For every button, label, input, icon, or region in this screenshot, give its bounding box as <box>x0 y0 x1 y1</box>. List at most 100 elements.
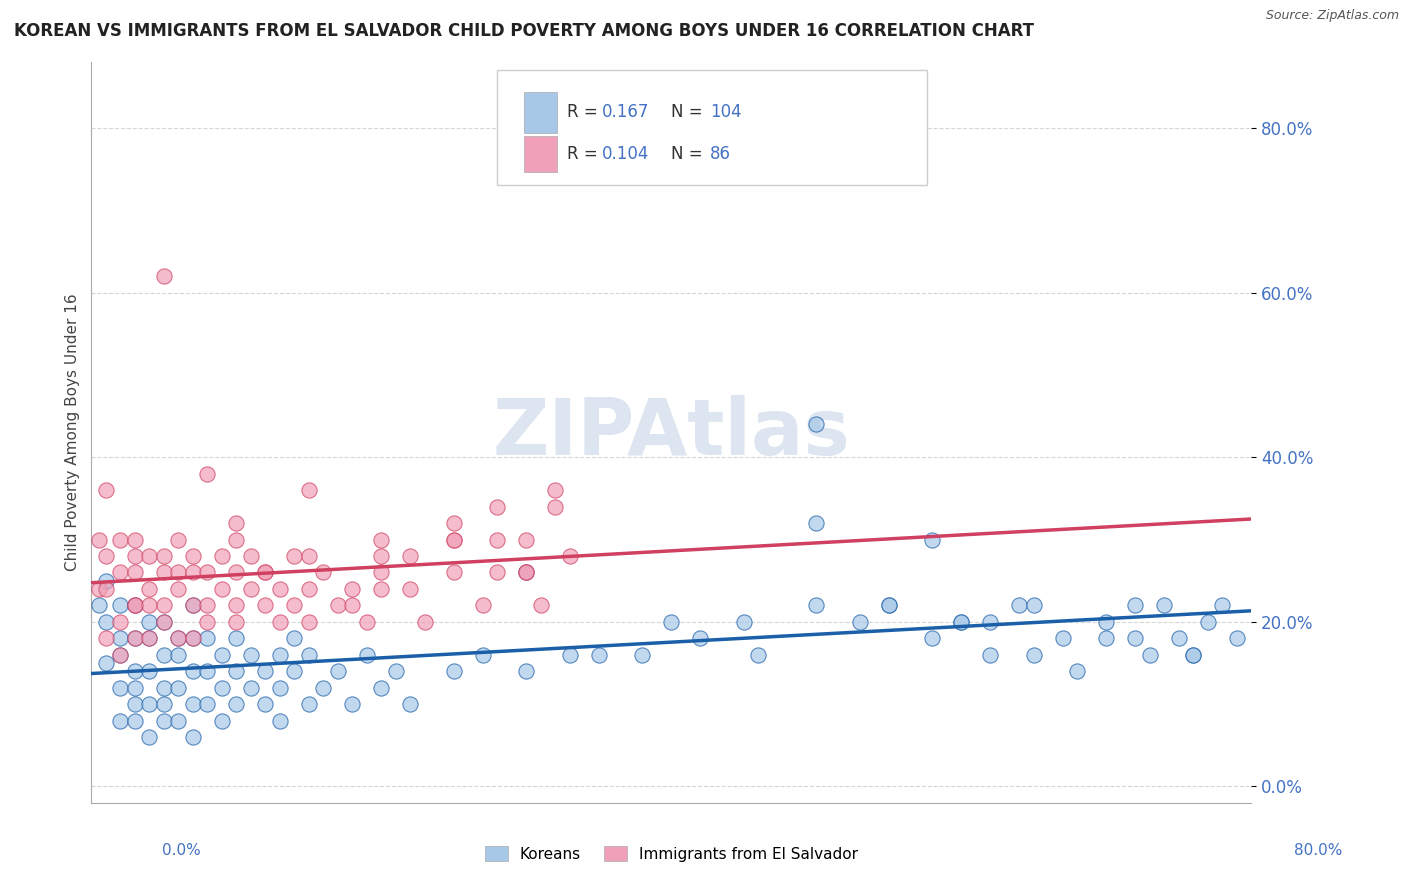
Point <box>195 632 219 646</box>
Point <box>283 549 305 563</box>
Point <box>110 615 132 629</box>
Point <box>110 714 132 728</box>
Point <box>94 582 117 596</box>
Point <box>399 697 422 711</box>
Text: 104: 104 <box>710 103 741 121</box>
Point <box>1167 632 1189 646</box>
Point <box>211 681 233 695</box>
Point <box>1066 664 1088 678</box>
Point <box>239 681 262 695</box>
Point <box>370 533 392 547</box>
Point <box>181 632 204 646</box>
Point <box>877 599 900 613</box>
Point <box>326 599 349 613</box>
Point <box>167 648 190 662</box>
Point <box>239 549 262 563</box>
Point <box>877 599 900 613</box>
Point <box>443 516 465 530</box>
Point <box>211 582 233 596</box>
FancyBboxPatch shape <box>524 136 557 172</box>
Point <box>195 599 219 613</box>
Y-axis label: Child Poverty Among Boys Under 16: Child Poverty Among Boys Under 16 <box>65 293 80 572</box>
Point <box>254 599 277 613</box>
Point <box>211 714 233 728</box>
Point <box>979 648 1001 662</box>
Point <box>1123 599 1146 613</box>
Point <box>94 656 117 670</box>
Point <box>138 582 160 596</box>
Point <box>515 566 537 580</box>
Point <box>558 549 581 563</box>
Text: ZIPAtlas: ZIPAtlas <box>492 394 851 471</box>
Point <box>138 632 160 646</box>
Point <box>110 632 132 646</box>
Text: N =: N = <box>671 145 709 162</box>
Point <box>1095 615 1118 629</box>
Point <box>195 697 219 711</box>
Point <box>225 516 247 530</box>
Point <box>921 533 943 547</box>
Point <box>544 500 567 514</box>
Point <box>138 664 160 678</box>
Point <box>471 648 494 662</box>
Point <box>515 664 537 678</box>
Point <box>806 417 828 432</box>
Point <box>733 615 755 629</box>
Point <box>283 632 305 646</box>
Point <box>356 648 378 662</box>
Point <box>530 599 553 613</box>
Point <box>298 648 321 662</box>
Point <box>124 681 146 695</box>
Text: R =: R = <box>567 145 603 162</box>
Point <box>342 697 364 711</box>
Point <box>370 549 392 563</box>
Point <box>689 632 711 646</box>
Point <box>1197 615 1219 629</box>
Point <box>370 681 392 695</box>
Point <box>254 697 277 711</box>
Point <box>298 615 321 629</box>
Point <box>515 566 537 580</box>
Text: Source: ZipAtlas.com: Source: ZipAtlas.com <box>1265 9 1399 22</box>
Point <box>342 599 364 613</box>
Point <box>138 730 160 744</box>
Point <box>385 664 408 678</box>
Point <box>124 549 146 563</box>
Point <box>138 615 160 629</box>
Point <box>849 615 872 629</box>
Text: R =: R = <box>567 103 603 121</box>
Point <box>1123 632 1146 646</box>
Point <box>181 664 204 678</box>
Point <box>370 582 392 596</box>
Point <box>124 599 146 613</box>
Point <box>94 574 117 588</box>
Point <box>138 549 160 563</box>
Point <box>211 648 233 662</box>
Point <box>486 533 509 547</box>
Point <box>1095 632 1118 646</box>
Point <box>167 632 190 646</box>
Point <box>153 269 176 284</box>
Point <box>544 483 567 498</box>
Point <box>921 632 943 646</box>
Point <box>1022 648 1045 662</box>
Point <box>239 582 262 596</box>
Point <box>195 615 219 629</box>
Point <box>269 681 291 695</box>
Text: 80.0%: 80.0% <box>1295 843 1343 858</box>
Point <box>110 533 132 547</box>
Point <box>326 664 349 678</box>
Point <box>153 549 176 563</box>
Point <box>443 533 465 547</box>
Point <box>225 632 247 646</box>
Point <box>356 615 378 629</box>
Point <box>153 566 176 580</box>
Point <box>124 566 146 580</box>
Point <box>443 533 465 547</box>
Point <box>124 533 146 547</box>
Point <box>195 664 219 678</box>
Point <box>399 582 422 596</box>
Point <box>950 615 973 629</box>
Point <box>298 483 321 498</box>
Point <box>153 615 176 629</box>
